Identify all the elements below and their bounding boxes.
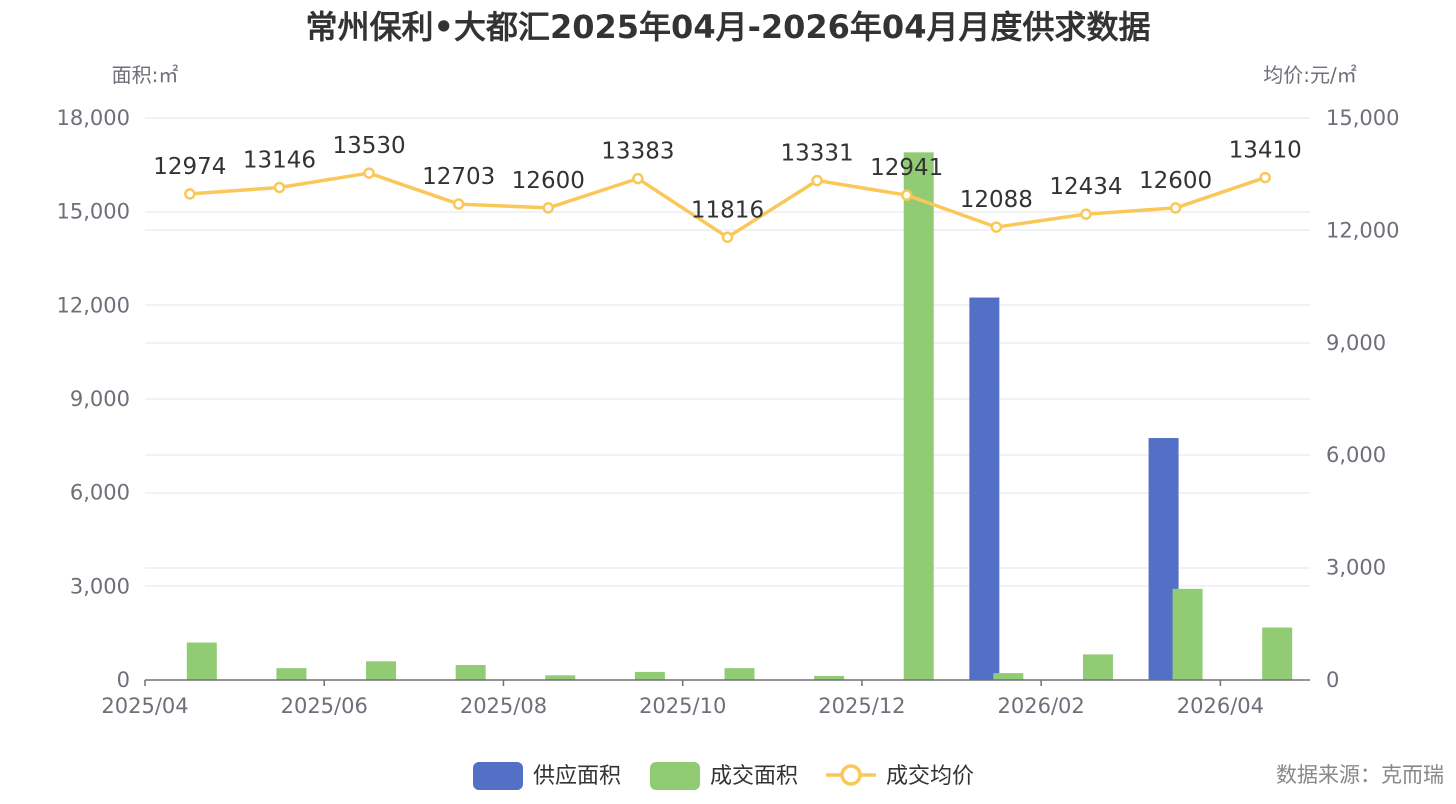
price-label-1: 13146 bbox=[243, 147, 316, 173]
price-point-4 bbox=[542, 202, 555, 214]
line-layer: 12974 13146 13530 12703 12600 13383 11816 13331… bbox=[153, 133, 1302, 244]
price-point-5 bbox=[632, 172, 644, 185]
legend-label-1: 成交面积 bbox=[710, 764, 798, 789]
price-point-12 bbox=[1259, 171, 1271, 184]
price-label-4: 12600 bbox=[512, 168, 585, 194]
x-axis-tick-label: 2026/02 bbox=[998, 694, 1085, 718]
x-axis-tick-label: 2025/12 bbox=[818, 694, 905, 718]
bar-deal-8 bbox=[903, 152, 934, 680]
legend: 供应面积 成交面积 成交均价 bbox=[473, 762, 974, 790]
price-label-5: 13383 bbox=[601, 139, 674, 165]
x-axis-tick-label: 2025/10 bbox=[639, 694, 726, 718]
x-axis-tick-label: 2025/06 bbox=[281, 694, 368, 718]
price-point-11 bbox=[1169, 202, 1182, 214]
x-axis-tick-label: 2025/04 bbox=[101, 694, 188, 718]
grid-layer bbox=[145, 117, 1310, 587]
price-point-9 bbox=[990, 221, 1003, 233]
price-label-11: 12600 bbox=[1139, 168, 1212, 194]
bars-layer bbox=[186, 152, 1293, 680]
price-label-9: 12088 bbox=[960, 187, 1033, 213]
left-axis-tick: 6,000 bbox=[70, 481, 130, 505]
source-text: 数据来源：克而瑞 bbox=[1276, 763, 1444, 787]
price-label-8: 12941 bbox=[870, 155, 943, 181]
left-axis-tick: 0 bbox=[117, 668, 130, 692]
bar-deal-4 bbox=[545, 675, 576, 680]
bar-deal-11 bbox=[1172, 588, 1203, 680]
right-axis-tick: 12,000 bbox=[1326, 218, 1399, 242]
price-label-0: 12974 bbox=[153, 154, 226, 180]
price-point-3 bbox=[452, 198, 465, 210]
legend-label-2: 成交均价 bbox=[886, 764, 974, 789]
price-label-2: 13530 bbox=[332, 133, 405, 159]
legend-swatch-1 bbox=[650, 762, 700, 790]
bar-deal-2 bbox=[366, 661, 397, 680]
right-axis-tick: 9,000 bbox=[1326, 331, 1386, 355]
left-axis-tick: 18,000 bbox=[57, 106, 130, 130]
chart-title: 常州保利•大都汇2025年04月-2026年04月月度供求数据 bbox=[306, 8, 1151, 46]
price-point-7 bbox=[811, 174, 823, 187]
bar-deal-6 bbox=[724, 668, 755, 680]
bar-deal-10 bbox=[1082, 654, 1113, 680]
left-axis-tick: 9,000 bbox=[70, 387, 130, 411]
legend-label-0: 供应面积 bbox=[533, 764, 621, 789]
bar-deal-0 bbox=[186, 642, 217, 680]
price-point-8 bbox=[900, 189, 913, 201]
left-axis-tick: 3,000 bbox=[70, 574, 130, 598]
bar-deal-12 bbox=[1262, 627, 1293, 680]
legend-swatch-0 bbox=[473, 762, 523, 790]
price-point-6 bbox=[721, 231, 734, 244]
bar-deal-5 bbox=[634, 671, 665, 680]
price-point-10 bbox=[1080, 208, 1092, 220]
legend-point-swatch bbox=[840, 764, 862, 786]
right-axis-tick: 15,000 bbox=[1326, 106, 1399, 130]
x-axis-tick-label: 2025/08 bbox=[460, 694, 547, 718]
right-axis-unit: 均价:元/㎡ bbox=[1263, 63, 1356, 87]
price-label-12: 13410 bbox=[1229, 138, 1302, 164]
left-axis-tick: 15,000 bbox=[57, 200, 130, 224]
right-axis-tick: 0 bbox=[1326, 668, 1339, 692]
right-axis-tick: 3,000 bbox=[1326, 556, 1386, 580]
axis-layer: 0 3,000 6,000 9,000 12,000 15,000 18,000 0 3,000… bbox=[57, 106, 1400, 718]
price-label-10: 12434 bbox=[1049, 174, 1122, 200]
bar-deal-7 bbox=[814, 675, 845, 680]
price-point-1 bbox=[273, 181, 286, 194]
bar-deal-3 bbox=[455, 665, 486, 680]
right-axis-tick: 6,000 bbox=[1326, 443, 1386, 467]
left-axis-unit: 面积:㎡ bbox=[112, 63, 179, 87]
bar-supply-9 bbox=[969, 297, 1000, 680]
price-point-0 bbox=[184, 188, 196, 200]
price-label-7: 13331 bbox=[781, 141, 854, 167]
price-point-2 bbox=[363, 167, 375, 179]
bar-deal-1 bbox=[276, 668, 307, 680]
x-axis-tick-label: 2026/04 bbox=[1177, 694, 1264, 718]
price-label-3: 12703 bbox=[422, 164, 495, 190]
price-label-6: 11816 bbox=[691, 197, 764, 223]
left-axis-tick: 12,000 bbox=[57, 293, 130, 317]
bar-deal-9 bbox=[993, 673, 1024, 680]
